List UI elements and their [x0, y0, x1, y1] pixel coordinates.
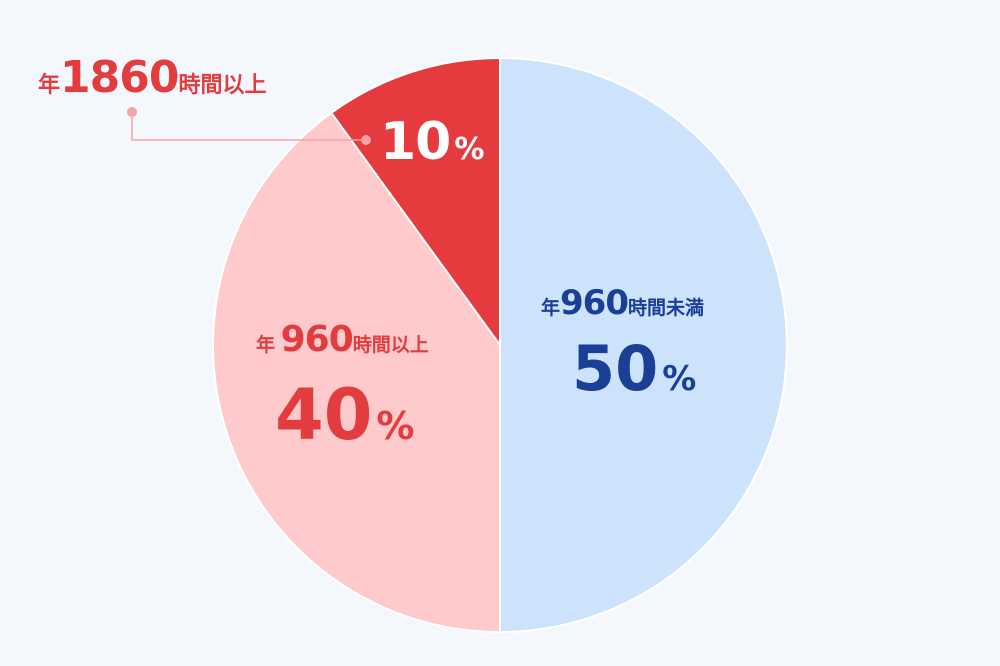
pie-slice-0: [499, 56, 788, 634]
label-prefix: 年: [38, 73, 61, 98]
slice-label-over-1860: 年1860時間以上: [38, 56, 267, 100]
label-number: 1860: [60, 52, 179, 103]
label-prefix: 年: [256, 334, 276, 356]
percent-sign: %: [454, 132, 485, 167]
label-suffix: 時間未満: [628, 297, 705, 319]
slice-label-over-960: 年 960時間以上: [256, 322, 429, 358]
slice-label-under-960: 年960時間未満: [541, 286, 704, 320]
value-number: 50: [572, 332, 659, 405]
slice-value-40: 40%: [275, 380, 415, 450]
percent-sign: %: [376, 404, 415, 448]
label-suffix: 時間以上: [178, 73, 267, 98]
label-number: 960: [560, 283, 629, 323]
value-number: 10: [380, 112, 451, 172]
callout-dot-0: [127, 107, 137, 117]
percent-sign: %: [662, 359, 697, 399]
label-suffix: 時間以上: [352, 334, 429, 356]
callout-line: [131, 112, 366, 141]
slice-value-50: 50%: [572, 338, 696, 400]
label-prefix: 年: [541, 297, 561, 319]
pie-slice-1: [212, 111, 501, 634]
label-number: 960: [280, 319, 354, 360]
slice-value-10: 10%: [380, 116, 484, 168]
value-number: 40: [275, 374, 373, 456]
pie-slice-2: [329, 56, 501, 349]
callout-dot-1: [361, 135, 371, 145]
